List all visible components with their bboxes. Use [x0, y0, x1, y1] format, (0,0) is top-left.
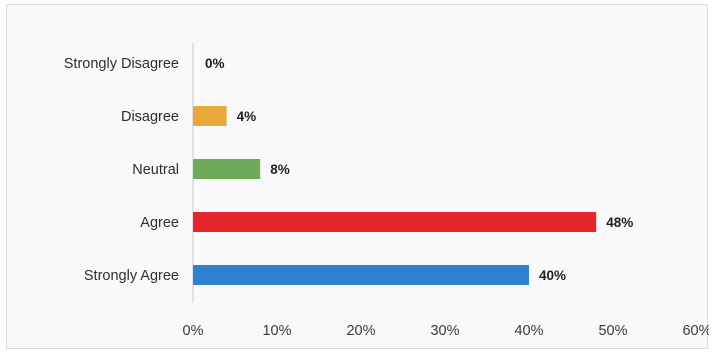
value-label-agree: 48% — [606, 215, 633, 230]
category-labels: Strongly Disagree Disagree Neutral Agree Str… — [64, 56, 179, 284]
x-tick-label-60: 60% — [682, 323, 709, 339]
bar-disagree — [193, 106, 227, 126]
value-label-strongly-disagree: 0% — [205, 56, 225, 71]
bar-chart: Strongly Disagree Disagree Neutral Agree Str… — [64, 43, 709, 339]
bar-neutral — [193, 159, 261, 179]
category-label-neutral: Neutral — [132, 162, 179, 178]
bars — [193, 106, 597, 285]
x-tick-label-50: 50% — [598, 323, 627, 339]
x-tick-label-20: 20% — [346, 323, 375, 339]
category-label-disagree: Disagree — [121, 109, 179, 125]
category-label-strongly-agree: Strongly Agree — [84, 268, 179, 284]
x-tick-label-0: 0% — [183, 323, 204, 339]
bar-strongly-agree — [193, 265, 529, 285]
category-label-agree: Agree — [140, 215, 179, 231]
value-label-neutral: 8% — [270, 162, 290, 177]
category-label-strongly-disagree: Strongly Disagree — [64, 56, 179, 72]
value-labels: 0% 4% 8% 48% 40% — [205, 56, 633, 283]
value-label-strongly-agree: 40% — [539, 268, 566, 283]
x-tick-label-40: 40% — [514, 323, 543, 339]
bar-agree — [193, 212, 597, 232]
x-tick-labels: 0% 10% 20% 30% 40% 50% 60% — [183, 323, 709, 339]
value-label-disagree: 4% — [237, 109, 257, 124]
x-tick-label-30: 30% — [430, 323, 459, 339]
x-tick-label-10: 10% — [262, 323, 291, 339]
chart-frame: Strongly Disagree Disagree Neutral Agree Str… — [6, 4, 709, 349]
